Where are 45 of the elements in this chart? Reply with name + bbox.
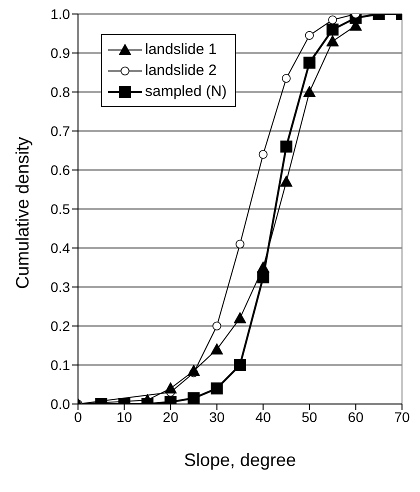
point: [256, 261, 270, 273]
y-tick-label: 0.9: [50, 44, 70, 61]
point: [303, 86, 316, 98]
point: [282, 74, 291, 83]
point: [326, 35, 339, 46]
point: [328, 15, 337, 24]
point: [210, 382, 223, 394]
x-axis-title: Slope, degree: [184, 450, 296, 470]
y-tick-label: 1.0: [50, 6, 70, 22]
y-tick-label: 0.6: [50, 162, 70, 178]
point: [236, 240, 244, 248]
x-tick-label: 60: [348, 408, 364, 425]
point: [187, 364, 200, 376]
y-tick-label: 0.3: [50, 278, 70, 295]
point: [280, 175, 293, 187]
point: [258, 150, 268, 159]
legend-label: landslide 1: [145, 41, 217, 58]
x-tick-label: 0: [74, 408, 82, 425]
point: [326, 24, 339, 36]
point: [188, 392, 200, 404]
x-tick-label: 40: [255, 408, 272, 425]
x-tick-label: 10: [116, 408, 132, 425]
legend-label: sampled (N): [145, 83, 227, 100]
y-tick-label: 0.2: [50, 318, 70, 334]
y-axis-title: Cumulative density: [12, 136, 32, 289]
point: [212, 322, 222, 330]
y-tick-label: 0.8: [50, 84, 70, 100]
y-tick-label: 0.0: [50, 396, 70, 412]
point: [234, 359, 246, 371]
point: [257, 271, 270, 284]
y-tick-label: 0.1: [50, 356, 70, 373]
y-tick-label: 0.4: [50, 240, 70, 256]
y-tick-label: 0.7: [50, 122, 70, 139]
point: [303, 56, 316, 69]
x-tick-label: 20: [162, 408, 179, 425]
x-tick-label: 70: [394, 408, 410, 425]
y-tick-label: 0.5: [50, 200, 70, 217]
legend-label: landslide 2: [145, 62, 217, 79]
point: [280, 140, 292, 153]
point: [164, 382, 177, 394]
x-tick-label: 30: [209, 408, 225, 425]
point: [234, 312, 246, 324]
x-tick-label: 50: [302, 408, 318, 425]
point: [305, 31, 314, 40]
point: [210, 343, 224, 354]
